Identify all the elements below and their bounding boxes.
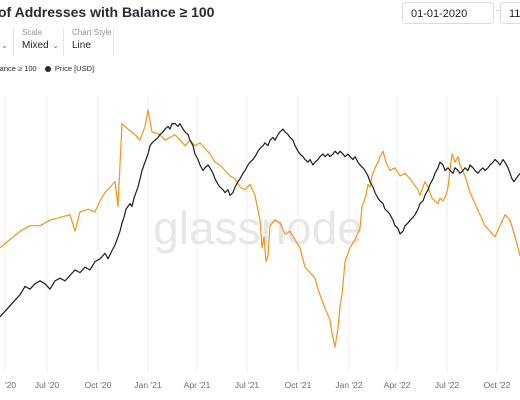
x-axis-ticks: '20 Jul '20 Oct '20 Jan '21 Apr '21 Jul '21 Oc… (5, 380, 511, 390)
legend-item-orange-series[interactable]: lance ≥ 100 (0, 64, 37, 73)
scale-label: Scale (22, 28, 43, 37)
start-date-value: 01-01-2020 (411, 8, 468, 20)
x-tick-label: Jul '22 (435, 380, 460, 390)
x-tick-label: Oct '20 (85, 380, 112, 390)
scale-value: Mixed (22, 40, 49, 51)
chart-style-label: Chart Style (72, 28, 112, 37)
legend-dot-icon (44, 65, 51, 72)
x-tick-label: '20 (5, 380, 16, 390)
chart-grid (4, 96, 498, 372)
series-layer (0, 109, 520, 348)
end-date-value: 11-02 (509, 8, 520, 20)
legend-item-price[interactable]: Price [USD] (54, 64, 95, 73)
start-date-field[interactable]: 01-01-2020 (402, 2, 494, 24)
chart-style-value: Line (72, 40, 91, 51)
x-tick-label: Oct '21 (285, 380, 312, 390)
chevron-down-icon: ⌄ (1, 41, 8, 50)
x-tick-label: Jul '21 (235, 380, 260, 390)
chart-legend: lance ≥ 100 Price [USD] (0, 64, 94, 73)
x-tick-label: Jan '21 (134, 380, 161, 390)
chart-controls: ⌄ Scale Mixed ⌄ Chart Style Line (0, 28, 520, 56)
resolution-select[interactable]: ⌄ (0, 28, 14, 56)
x-tick-label: Apr '22 (384, 380, 411, 390)
x-tick-label: Oct '22 (484, 380, 511, 390)
scale-select[interactable]: Scale Mixed ⌄ (14, 28, 64, 56)
x-tick-label: Apr '21 (184, 380, 211, 390)
chart-title: of Addresses with Balance ≥ 100 (0, 4, 215, 20)
end-date-field[interactable]: 11-02 (500, 2, 520, 24)
date-range-separator-icon: → (494, 4, 504, 15)
chevron-down-icon: ⌄ (52, 41, 59, 50)
x-tick-label: Jan '22 (335, 380, 362, 390)
x-tick-label: Jul '20 (35, 380, 60, 390)
chart-style-select[interactable]: Chart Style Line (64, 28, 114, 56)
orange-series-line (0, 109, 520, 348)
price-series-line (0, 122, 520, 318)
